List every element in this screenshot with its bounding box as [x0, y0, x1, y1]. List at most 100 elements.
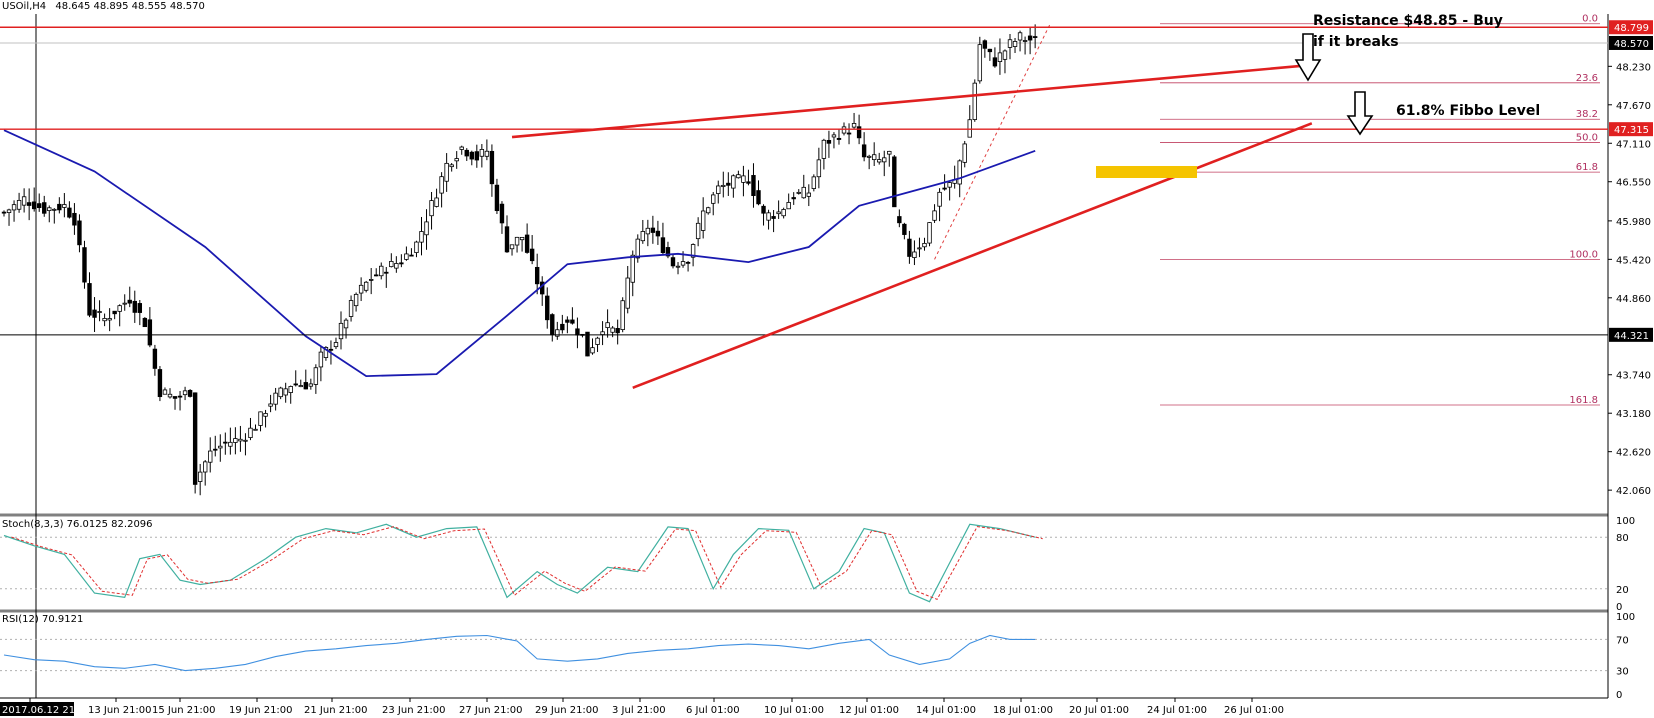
candle-body: [706, 207, 711, 214]
candle-body: [26, 202, 32, 206]
candle-body: [308, 383, 314, 387]
candle-body: [560, 323, 565, 331]
candle-body: [685, 261, 691, 264]
price-tick-label: 43.740: [1616, 371, 1651, 382]
candle-body: [293, 383, 298, 386]
moving-average-line: [3, 129, 1036, 378]
candle-body: [565, 319, 570, 323]
rsi-label: RSI(12) 70.9121: [2, 614, 83, 625]
candle-body: [313, 367, 319, 385]
candle-body: [726, 182, 731, 186]
candle-body: [675, 265, 681, 268]
candle-body: [449, 164, 454, 168]
candle-body: [861, 144, 867, 158]
time-tick-label: 13 Jun 21:00: [88, 705, 152, 716]
resistance-annotation-line1: Resistance $48.85 - Buy: [1313, 13, 1503, 29]
price-tick-label: 42.060: [1616, 486, 1651, 497]
candle-body: [162, 389, 168, 395]
fib-level-label: 50.0: [1576, 133, 1598, 144]
price-tick-label: 45.420: [1616, 255, 1651, 266]
candle-body: [268, 403, 273, 407]
candle-body: [846, 132, 852, 135]
candle-body: [31, 201, 37, 210]
candle-body: [353, 293, 359, 307]
trendline[interactable]: [632, 122, 1313, 390]
price-tag: [1609, 35, 1653, 50]
candle-body: [248, 427, 253, 438]
candle-body: [454, 158, 459, 162]
candle-body: [620, 300, 625, 330]
candle-body: [172, 396, 178, 399]
candle-body: [328, 348, 334, 351]
candle-body: [761, 205, 766, 214]
candle-body: [253, 428, 258, 431]
candle-body: [67, 207, 72, 218]
candle-body: [545, 295, 550, 321]
price-tick-label: 45.980: [1616, 217, 1651, 228]
candle-body: [147, 319, 153, 346]
candle-body: [816, 159, 822, 178]
candle-body: [107, 318, 112, 321]
candle-body: [429, 200, 434, 217]
candle-body: [625, 277, 630, 309]
candle-body: [127, 299, 132, 304]
price-tag: [1609, 327, 1653, 342]
fib-level-label: 100.0: [1569, 249, 1598, 260]
trendline[interactable]: [511, 63, 1312, 139]
candle-body: [102, 318, 107, 322]
candle-body: [218, 445, 223, 449]
candle-body: [635, 238, 640, 259]
time-tick-label: 18 Jul 01:00: [993, 705, 1053, 716]
candle-body: [992, 57, 998, 67]
candle-body: [414, 241, 419, 253]
fibo-annotation: 61.8% Fibbo Level: [1396, 103, 1540, 119]
candle-body: [1027, 35, 1033, 41]
price-tag-label: 48.799: [1614, 23, 1649, 34]
price-tick-label: 44.860: [1616, 294, 1651, 305]
resistance-annotation-line2: if it breaks: [1313, 34, 1399, 50]
candle-body: [987, 48, 993, 53]
candle-body: [479, 149, 485, 157]
drawn-lines[interactable]: [0, 26, 1608, 390]
price-tag-label: 44.321: [1614, 331, 1649, 342]
stoch-tick-label: 80: [1616, 533, 1629, 544]
candle-body: [459, 146, 464, 150]
candle-body: [434, 197, 439, 207]
candle-body: [323, 347, 329, 359]
candle-body: [197, 471, 203, 482]
candle-body: [233, 438, 238, 443]
candle-body: [499, 203, 505, 224]
candle-body: [942, 187, 947, 190]
candle-body: [464, 149, 469, 157]
candle-body: [273, 392, 278, 405]
candle-body: [228, 441, 233, 447]
candle-body: [303, 382, 308, 390]
candle-body: [791, 197, 796, 200]
candle-body: [741, 175, 746, 183]
fib-diagonal[interactable]: [934, 23, 1051, 260]
time-tick-label: 15 Jun 21:00: [152, 705, 216, 716]
candle-body: [394, 263, 399, 269]
price-axis: 48.230 47.670 47.110 46.550 45.980 45.420 44.8…: [1608, 20, 1653, 497]
candle-body: [786, 202, 791, 210]
candle-body: [52, 208, 57, 211]
candle-body: [897, 216, 902, 224]
candle-body: [937, 191, 942, 207]
candle-body: [887, 150, 892, 155]
candle-body: [137, 303, 143, 313]
candle-body: [700, 210, 706, 231]
candle-body: [348, 300, 354, 317]
fib-level-label: 23.6: [1576, 73, 1598, 84]
fib-level-label: 38.2: [1576, 109, 1598, 120]
candle-body: [57, 203, 62, 211]
price-tag: [1609, 122, 1653, 137]
candle-body: [82, 247, 87, 283]
fibonacci-retracement[interactable]: 0.0 23.6 38.2 50.0 61.8 100.0 161.8: [934, 14, 1600, 406]
candle-body: [379, 265, 384, 277]
candle-body: [766, 212, 771, 221]
candle-body: [509, 244, 515, 250]
candle-body: [21, 196, 27, 206]
candle-body: [575, 328, 580, 336]
support-zone-highlight[interactable]: [1096, 166, 1197, 178]
